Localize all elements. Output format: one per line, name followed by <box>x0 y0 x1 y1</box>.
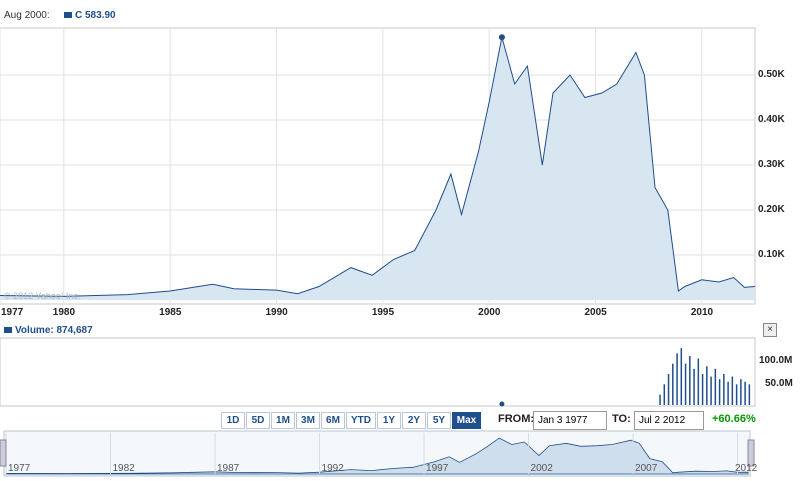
volume-bar <box>663 384 666 405</box>
range-button-1m[interactable]: 1M <box>271 412 295 429</box>
volume-bar <box>727 381 729 405</box>
volume-bar <box>659 394 661 405</box>
volume-bar <box>740 379 742 405</box>
to-label: TO: <box>612 413 631 425</box>
x-tick-label: 1985 <box>159 307 182 318</box>
volume-bar <box>680 348 683 405</box>
navigator-year-label: 1982 <box>112 463 135 474</box>
y-tick-label: 0.50K <box>758 69 785 80</box>
volume-bar <box>697 358 700 405</box>
volume-tick-100m: 100.0M <box>759 355 793 366</box>
close-volume-button[interactable]: × <box>763 323 777 337</box>
period-change: +60.66% <box>712 413 756 425</box>
hover-date-label: Aug 2000: <box>4 10 50 21</box>
copyright-watermark: © 2012 Yahoo! Inc. <box>4 291 81 301</box>
volume-bar <box>731 376 734 405</box>
volume-bar <box>676 353 678 405</box>
volume-bars <box>659 348 751 405</box>
volume-bar <box>684 363 687 405</box>
chart-header: Aug 2000: C 583.90 <box>0 0 758 28</box>
price-line <box>0 37 756 297</box>
x-tick-label: 1995 <box>371 307 395 318</box>
y-tick-label: 0.40K <box>758 114 785 125</box>
range-button-5y[interactable]: 5Y <box>427 412 451 429</box>
series-value-label: C 583.90 <box>64 10 116 21</box>
volume-header: Volume: 874,687 <box>4 325 93 336</box>
y-tick-label: 0.20K <box>758 204 785 215</box>
navigator-area <box>5 437 749 475</box>
volume-bar <box>667 374 670 405</box>
range-button-6m[interactable]: 6M <box>321 412 345 429</box>
from-date-input[interactable] <box>533 411 607 430</box>
volume-bar <box>723 374 725 405</box>
volume-swatch <box>4 327 12 334</box>
x-tick-label: 2000 <box>478 307 501 318</box>
navigator-year-label: 2002 <box>530 463 553 474</box>
volume-bar <box>706 366 708 405</box>
navigator-year-label: 2007 <box>635 463 658 474</box>
volume-bar <box>672 363 674 405</box>
navigator-year-label: 1977 <box>8 463 31 474</box>
range-button-5d[interactable]: 5D <box>246 412 270 429</box>
volume-highlight-point <box>499 401 505 407</box>
highlight-point <box>498 34 505 41</box>
volume-tick-50m: 50.0M <box>765 378 793 389</box>
navigator-right-handle[interactable] <box>747 439 755 467</box>
y-tick-label: 0.10K <box>758 249 785 260</box>
navigator-year-label: 1992 <box>321 463 344 474</box>
volume-bar <box>748 384 751 405</box>
x-tick-label: 2005 <box>584 307 607 318</box>
navigator-year-label: 2012 <box>735 463 758 474</box>
range-button-1y[interactable]: 1Y <box>377 412 401 429</box>
price-area <box>0 37 755 300</box>
series-swatch <box>64 12 72 19</box>
volume-bar <box>689 355 691 405</box>
volume-bar <box>714 368 717 405</box>
navigator-year-label: 1997 <box>426 463 449 474</box>
navigator-left-handle[interactable] <box>0 439 7 467</box>
range-button-ytd[interactable]: YTD <box>346 412 376 429</box>
x-tick-label: 1980 <box>52 307 76 318</box>
volume-bar <box>693 368 695 405</box>
range-button-1d[interactable]: 1D <box>221 412 245 429</box>
navigator-year-label: 1987 <box>217 463 240 474</box>
x-tick-label: 2010 <box>690 307 714 318</box>
volume-bar <box>701 374 704 405</box>
range-button-2y[interactable]: 2Y <box>402 412 426 429</box>
volume-bar <box>718 379 721 405</box>
to-date-input[interactable] <box>634 411 704 430</box>
volume-bar <box>710 376 712 405</box>
from-label: FROM: <box>498 413 535 425</box>
volume-bar <box>735 384 738 405</box>
x-tick-label: 1977 <box>1 307 24 318</box>
volume-frame <box>0 337 756 407</box>
x-tick-label: 1990 <box>265 307 288 318</box>
range-button-max[interactable]: Max <box>452 412 481 429</box>
range-button-3m[interactable]: 3M <box>296 412 320 429</box>
y-tick-label: 0.30K <box>758 159 785 170</box>
volume-bar <box>744 381 746 405</box>
